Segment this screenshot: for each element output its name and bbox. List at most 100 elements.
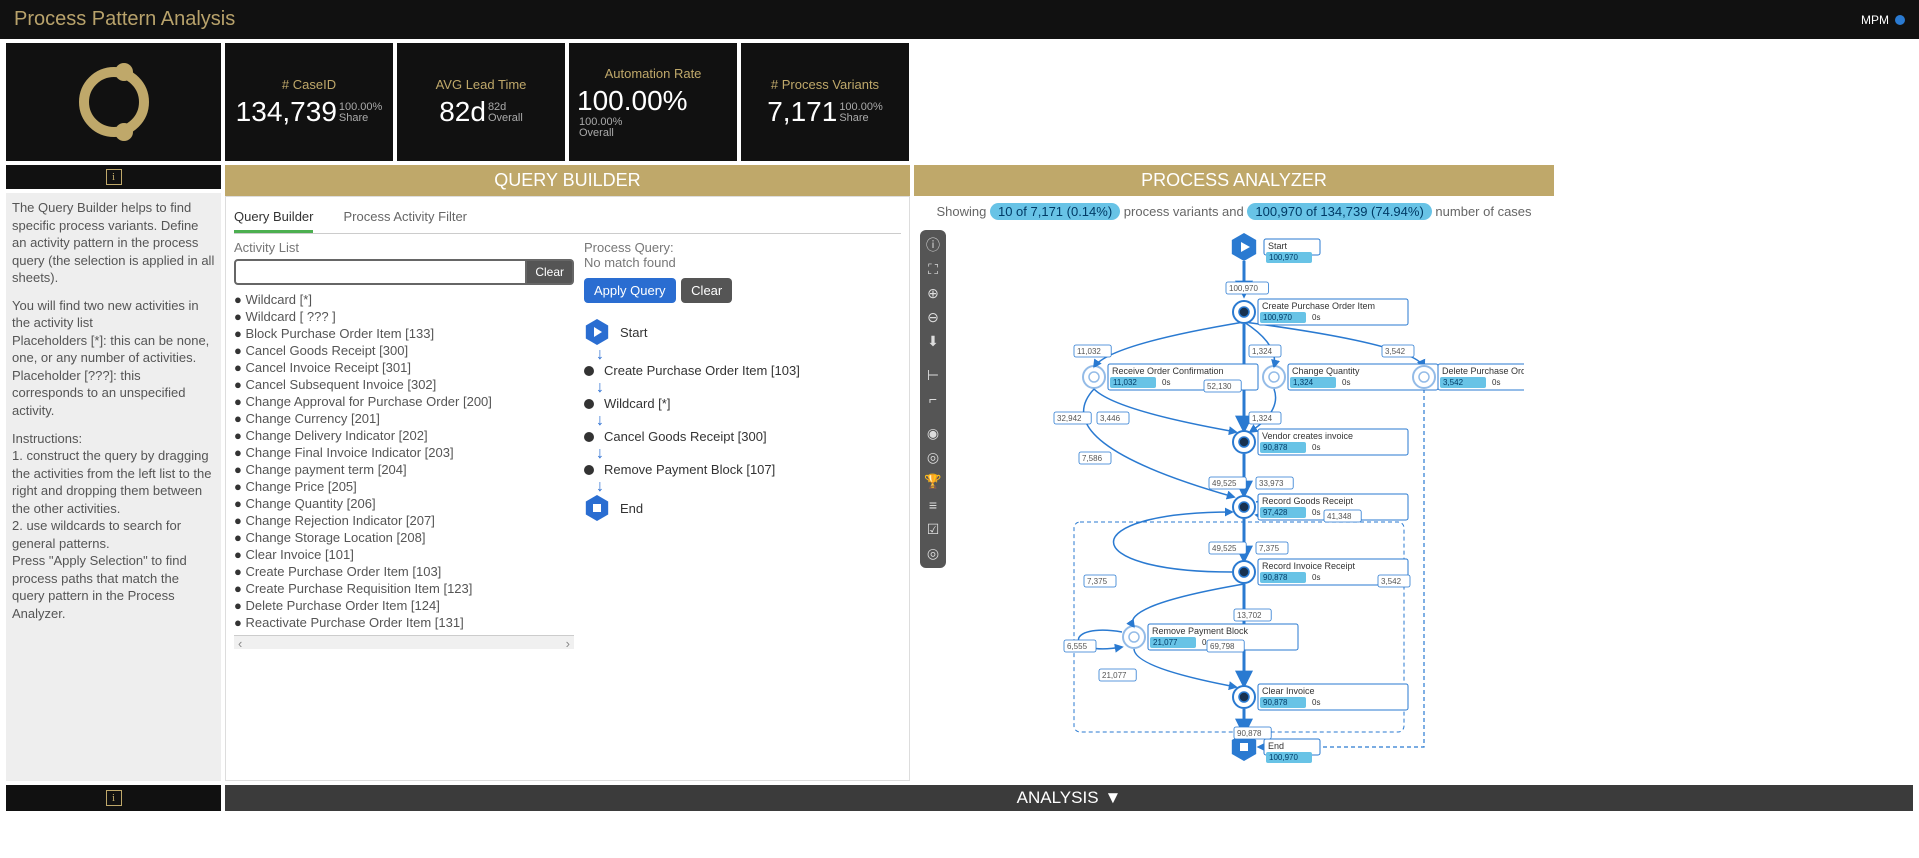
activity-item[interactable]: Reactivate Purchase Order Item [131] (234, 614, 570, 631)
tab-query-builder[interactable]: Query Builder (234, 203, 313, 233)
activity-item[interactable]: Create Purchase Order Item [103] (234, 563, 570, 580)
svg-text:0s: 0s (1312, 443, 1320, 452)
download-tool-icon[interactable]: ⬇ (922, 330, 944, 352)
corner-tool-icon[interactable]: ⌐ (922, 388, 944, 410)
fullscreen-tool-icon[interactable]: ⛶ (922, 258, 944, 280)
flow-node-2[interactable]: Wildcard [*] (584, 396, 864, 411)
page-title: Process Pattern Analysis (14, 8, 235, 31)
activity-item[interactable]: Change payment term [204] (234, 461, 570, 478)
process-graph[interactable]: Start100,970100,970Create Purchase Order… (944, 227, 1524, 777)
svg-text:100,970: 100,970 (1269, 253, 1298, 262)
builder-tabs: Query Builder Process Activity Filter (234, 203, 901, 234)
kpi-title: # CaseID (282, 77, 336, 92)
svg-text:100,970: 100,970 (1229, 284, 1258, 293)
activity-item[interactable]: Change Delivery Indicator [202] (234, 427, 570, 444)
svg-text:97,428: 97,428 (1263, 508, 1288, 517)
activity-item[interactable]: Wildcard [*] (234, 291, 570, 308)
info-tool-icon[interactable]: ⓘ (922, 234, 944, 256)
info-header: i (6, 165, 221, 189)
activity-item[interactable]: Change Price [205] (234, 478, 570, 495)
activity-item[interactable]: Change Currency [201] (234, 410, 570, 427)
svg-text:52,130: 52,130 (1207, 382, 1232, 391)
svg-text:3,446: 3,446 (1100, 414, 1121, 423)
cases-pill[interactable]: 100,970 of 134,739 (74.94%) (1247, 203, 1431, 220)
activity-item[interactable]: Change Rejection Indicator [207] (234, 512, 570, 529)
trophy-tool-icon[interactable]: 🏆 (922, 470, 944, 492)
flow-end-row[interactable]: End (584, 495, 864, 521)
svg-text:0s: 0s (1342, 378, 1350, 387)
svg-text:90,878: 90,878 (1263, 698, 1288, 707)
bottom-row: i ANALYSIS ▼ (0, 781, 1919, 817)
swirl-icon (79, 67, 149, 137)
play-icon (584, 319, 610, 345)
svg-text:90,878: 90,878 (1263, 573, 1288, 582)
target-tool-icon[interactable]: ◎ (922, 542, 944, 564)
tab-process-activity-filter[interactable]: Process Activity Filter (343, 203, 467, 233)
zoom-in-tool-icon[interactable]: ⊕ (922, 282, 944, 304)
activity-list-pane: Activity List Clear Wildcard [*]Wildcard… (234, 240, 574, 649)
activity-item[interactable]: Change Final Invoice Indicator [203] (234, 444, 570, 461)
zoom-out-tool-icon[interactable]: ⊖ (922, 306, 944, 328)
check-tool-icon[interactable]: ☑ (922, 518, 944, 540)
svg-text:Record Invoice Receipt: Record Invoice Receipt (1262, 561, 1356, 571)
activity-item[interactable]: Cancel Goods Receipt [300] (234, 342, 570, 359)
svg-text:0s: 0s (1162, 378, 1170, 387)
svg-text:Record Goods Receipt: Record Goods Receipt (1262, 496, 1354, 506)
arrow-down-icon: ↓ (596, 347, 864, 363)
info-icon[interactable]: i (106, 790, 122, 806)
activity-item[interactable]: Block Purchase Order Item [133] (234, 325, 570, 342)
activity-item[interactable]: Clear Invoice [101] (234, 546, 570, 563)
analysis-bar[interactable]: ANALYSIS ▼ (225, 785, 1913, 811)
chevron-down-icon: ▼ (1105, 788, 1122, 808)
activity-list-hscroll[interactable] (234, 635, 574, 649)
kpi-sub: 100.00%Overall (579, 117, 622, 139)
process-query-status: No match found (584, 255, 864, 270)
kpi-value: 134,739 (236, 96, 337, 127)
info-body: The Query Builder helps to find specific… (6, 193, 221, 781)
bullet-icon (584, 366, 594, 376)
activity-item[interactable]: Cancel Subsequent Invoice [302] (234, 376, 570, 393)
clear-query-button[interactable]: Clear (681, 278, 732, 303)
kpi-value: 7,171 (767, 96, 837, 127)
kpi-card[interactable]: # Process Variants 7,171100.00%Share (741, 43, 909, 161)
flow-start-label: Start (620, 325, 647, 340)
svg-text:11,032: 11,032 (1113, 378, 1137, 387)
activity-item[interactable]: Wildcard [ ??? ] (234, 308, 570, 325)
kpi-card[interactable]: # CaseID 134,739100.00%Share (225, 43, 393, 161)
variants-pill[interactable]: 10 of 7,171 (0.14%) (990, 203, 1120, 220)
info-icon[interactable]: i (106, 169, 122, 185)
kpi-row: # CaseID 134,739100.00%ShareAVG Lead Tim… (0, 39, 1919, 161)
svg-text:7,375: 7,375 (1259, 544, 1280, 553)
info-p2: You will find two new activities in the … (12, 297, 215, 420)
svg-text:7,586: 7,586 (1082, 454, 1103, 463)
flow-node-1[interactable]: Create Purchase Order Item [103] (584, 363, 864, 378)
query-flow: Start ↓ Create Purchase Order Item [103]… (584, 319, 864, 521)
eye1-tool-icon[interactable]: ◉ (922, 422, 944, 444)
activity-list-label: Activity List (234, 240, 574, 255)
flow-start-row[interactable]: Start (584, 319, 864, 345)
flow-node-4[interactable]: Remove Payment Block [107] (584, 462, 864, 477)
svg-text:Vendor creates invoice: Vendor creates invoice (1262, 431, 1353, 441)
activity-clear-button[interactable]: Clear (527, 259, 574, 285)
eye2-tool-icon[interactable]: ◎ (922, 446, 944, 468)
apply-query-button[interactable]: Apply Query (584, 278, 676, 303)
kpi-spacer (913, 43, 1913, 161)
activity-item[interactable]: Change Approval for Purchase Order [200] (234, 393, 570, 410)
info-p1: The Query Builder helps to find specific… (12, 199, 215, 287)
activity-item[interactable]: Change Storage Location [208] (234, 529, 570, 546)
arrow-down-icon: ↓ (596, 446, 864, 462)
kpi-card[interactable]: AVG Lead Time 82d82dOverall (397, 43, 565, 161)
bars-tool-icon[interactable]: ≡ (922, 494, 944, 516)
flow-node-3[interactable]: Cancel Goods Receipt [300] (584, 429, 864, 444)
kpi-title: # Process Variants (771, 77, 879, 92)
activity-search-input[interactable] (234, 259, 527, 285)
svg-text:13,702: 13,702 (1237, 611, 1262, 620)
activity-item[interactable]: Delete Purchase Order Item [124] (234, 597, 570, 614)
kpi-card[interactable]: Automation Rate 100.00%100.00%Overall (569, 43, 737, 161)
activity-item[interactable]: Cancel Invoice Receipt [301] (234, 359, 570, 376)
axis-tool-icon[interactable]: ⊢ (922, 364, 944, 386)
activity-item[interactable]: Change Quantity [206] (234, 495, 570, 512)
svg-text:Delete Purchase Order Item: Delete Purchase Order Item (1442, 366, 1524, 376)
activity-list[interactable]: Wildcard [*]Wildcard [ ??? ]Block Purcha… (234, 291, 574, 631)
activity-item[interactable]: Create Purchase Requisition Item [123] (234, 580, 570, 597)
